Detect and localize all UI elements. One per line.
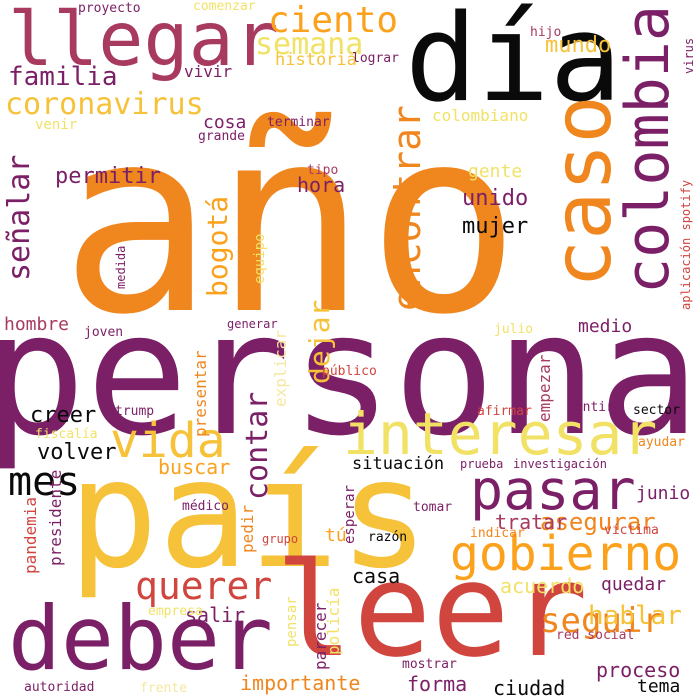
word-vida: vida	[110, 413, 226, 469]
word-interesar: interesar	[343, 400, 658, 468]
word-pedir: pedir	[238, 504, 257, 553]
word-lograr: lograr	[352, 51, 399, 66]
word-persona: persona	[0, 276, 700, 474]
word-publico: público	[322, 364, 377, 379]
word-pensar: pensar	[284, 596, 300, 647]
word-generar: generar	[227, 317, 278, 331]
word-colombiano: colombiano	[432, 106, 529, 125]
word-pasar: pasar	[470, 458, 636, 522]
word-tu: tú	[325, 525, 347, 546]
word-deber: deber	[8, 587, 273, 690]
word-senalar: señalar	[2, 154, 37, 281]
word-caso: caso	[536, 95, 629, 288]
word-medico: médico	[182, 499, 229, 514]
word-empresa: empresa	[148, 604, 203, 619]
word-pais: país	[68, 428, 430, 602]
word-creer: creer	[30, 403, 97, 428]
word-tipo: tipo	[307, 163, 339, 178]
word-autoridad: autoridad	[24, 680, 95, 695]
word-mundo: mundo	[545, 33, 612, 58]
word-fiscalia: fiscalía	[35, 427, 98, 442]
word-mujer: mujer	[462, 214, 529, 239]
word-indicar: indicar	[470, 526, 525, 541]
word-presidente: presidente	[46, 469, 65, 566]
word-sector: sector	[633, 403, 680, 418]
word-ano: año	[60, 74, 521, 371]
word-asegurar: asegurar	[540, 508, 656, 536]
word-seguir: seguir	[540, 601, 663, 641]
word-proyecto: proyecto	[78, 1, 141, 16]
word-tratar: tratar	[495, 510, 568, 534]
word-investigacion: investigación	[513, 457, 607, 471]
word-hijo: hijo	[530, 25, 562, 40]
word-hora: hora	[297, 173, 346, 197]
word-contar: contar	[240, 391, 275, 500]
word-frente: frente	[140, 681, 187, 696]
word-querer: querer	[135, 564, 273, 608]
word-llegar: llegar	[8, 0, 279, 83]
word-grupo: grupo	[262, 532, 299, 546]
word-sentir: sentir	[567, 400, 614, 415]
word-forma: forma	[407, 672, 468, 696]
word-hablar: hablar	[588, 601, 682, 631]
word-pandemia: pandemia	[21, 496, 40, 574]
word-buscar: buscar	[158, 455, 231, 479]
word-equipo: equipo	[252, 233, 268, 284]
word-mostrar: mostrar	[402, 657, 457, 672]
word-gente: gente	[468, 161, 523, 182]
word-ciudad: ciudad	[493, 676, 566, 700]
word-presentar: presentar	[191, 350, 210, 437]
word-gobierno: gobierno	[450, 526, 682, 582]
word-medida: medida	[114, 245, 128, 289]
word-joven: joven	[84, 325, 124, 340]
word-comenzar: comenzar	[193, 0, 256, 14]
word-prueba: prueba	[460, 457, 504, 471]
word-coronavirus: coronavirus	[5, 87, 204, 122]
word-grande: grande	[198, 129, 245, 144]
word-hombre: hombre	[4, 314, 70, 335]
word-semana: semana	[255, 27, 364, 62]
word-unido: unido	[462, 186, 529, 211]
word-casa: casa	[352, 564, 401, 588]
word-ciento: ciento	[268, 0, 399, 41]
word-ayudar: ayudar	[638, 435, 685, 450]
word-colombia: colombia	[613, 5, 683, 294]
word-julio: julio	[494, 322, 534, 337]
word-dia: día	[405, 0, 622, 129]
word-explicar: explicar	[271, 329, 290, 407]
word-policia: policía	[324, 587, 343, 655]
word-volver: volver	[37, 440, 117, 465]
word-virus: virus	[682, 37, 696, 74]
word-mes: mes	[8, 459, 81, 505]
word-trump: trump	[115, 404, 155, 419]
word-venir: venir	[35, 117, 78, 133]
word-proceso: proceso	[596, 658, 681, 682]
word-importante: importante	[240, 671, 361, 695]
word-medio: medio	[578, 316, 633, 337]
word-victima: víctima	[604, 523, 659, 538]
word-tomar: tomar	[413, 500, 453, 515]
word-junio: junio	[636, 483, 691, 504]
word-permitir: permitir	[55, 164, 161, 189]
word-razon: razón	[368, 530, 408, 545]
word-situacion: situación	[352, 454, 445, 474]
word-tema: tema	[637, 676, 681, 697]
word-cosa: cosa	[203, 112, 247, 133]
word-afirmar: afirmar	[477, 404, 532, 419]
word-aplicacion: aplicación spotify	[679, 179, 693, 310]
word-bogota: bogotá	[201, 195, 234, 297]
word-terminar: terminar	[267, 115, 330, 130]
word-historia: historia	[275, 50, 357, 70]
word-empezar: empezar	[535, 354, 554, 422]
word-acuerdo: acuerdo	[500, 574, 585, 598]
word-vivir: vivir	[184, 62, 233, 81]
word-encontrar: encontrar	[385, 105, 429, 311]
word-familia: familia	[8, 62, 118, 92]
word-salir: salir	[185, 603, 246, 627]
word-leer: leer	[275, 534, 589, 686]
word-esperar: esperar	[342, 484, 358, 544]
word-red-social: red social	[556, 628, 635, 643]
word-quedar: quedar	[601, 574, 667, 595]
